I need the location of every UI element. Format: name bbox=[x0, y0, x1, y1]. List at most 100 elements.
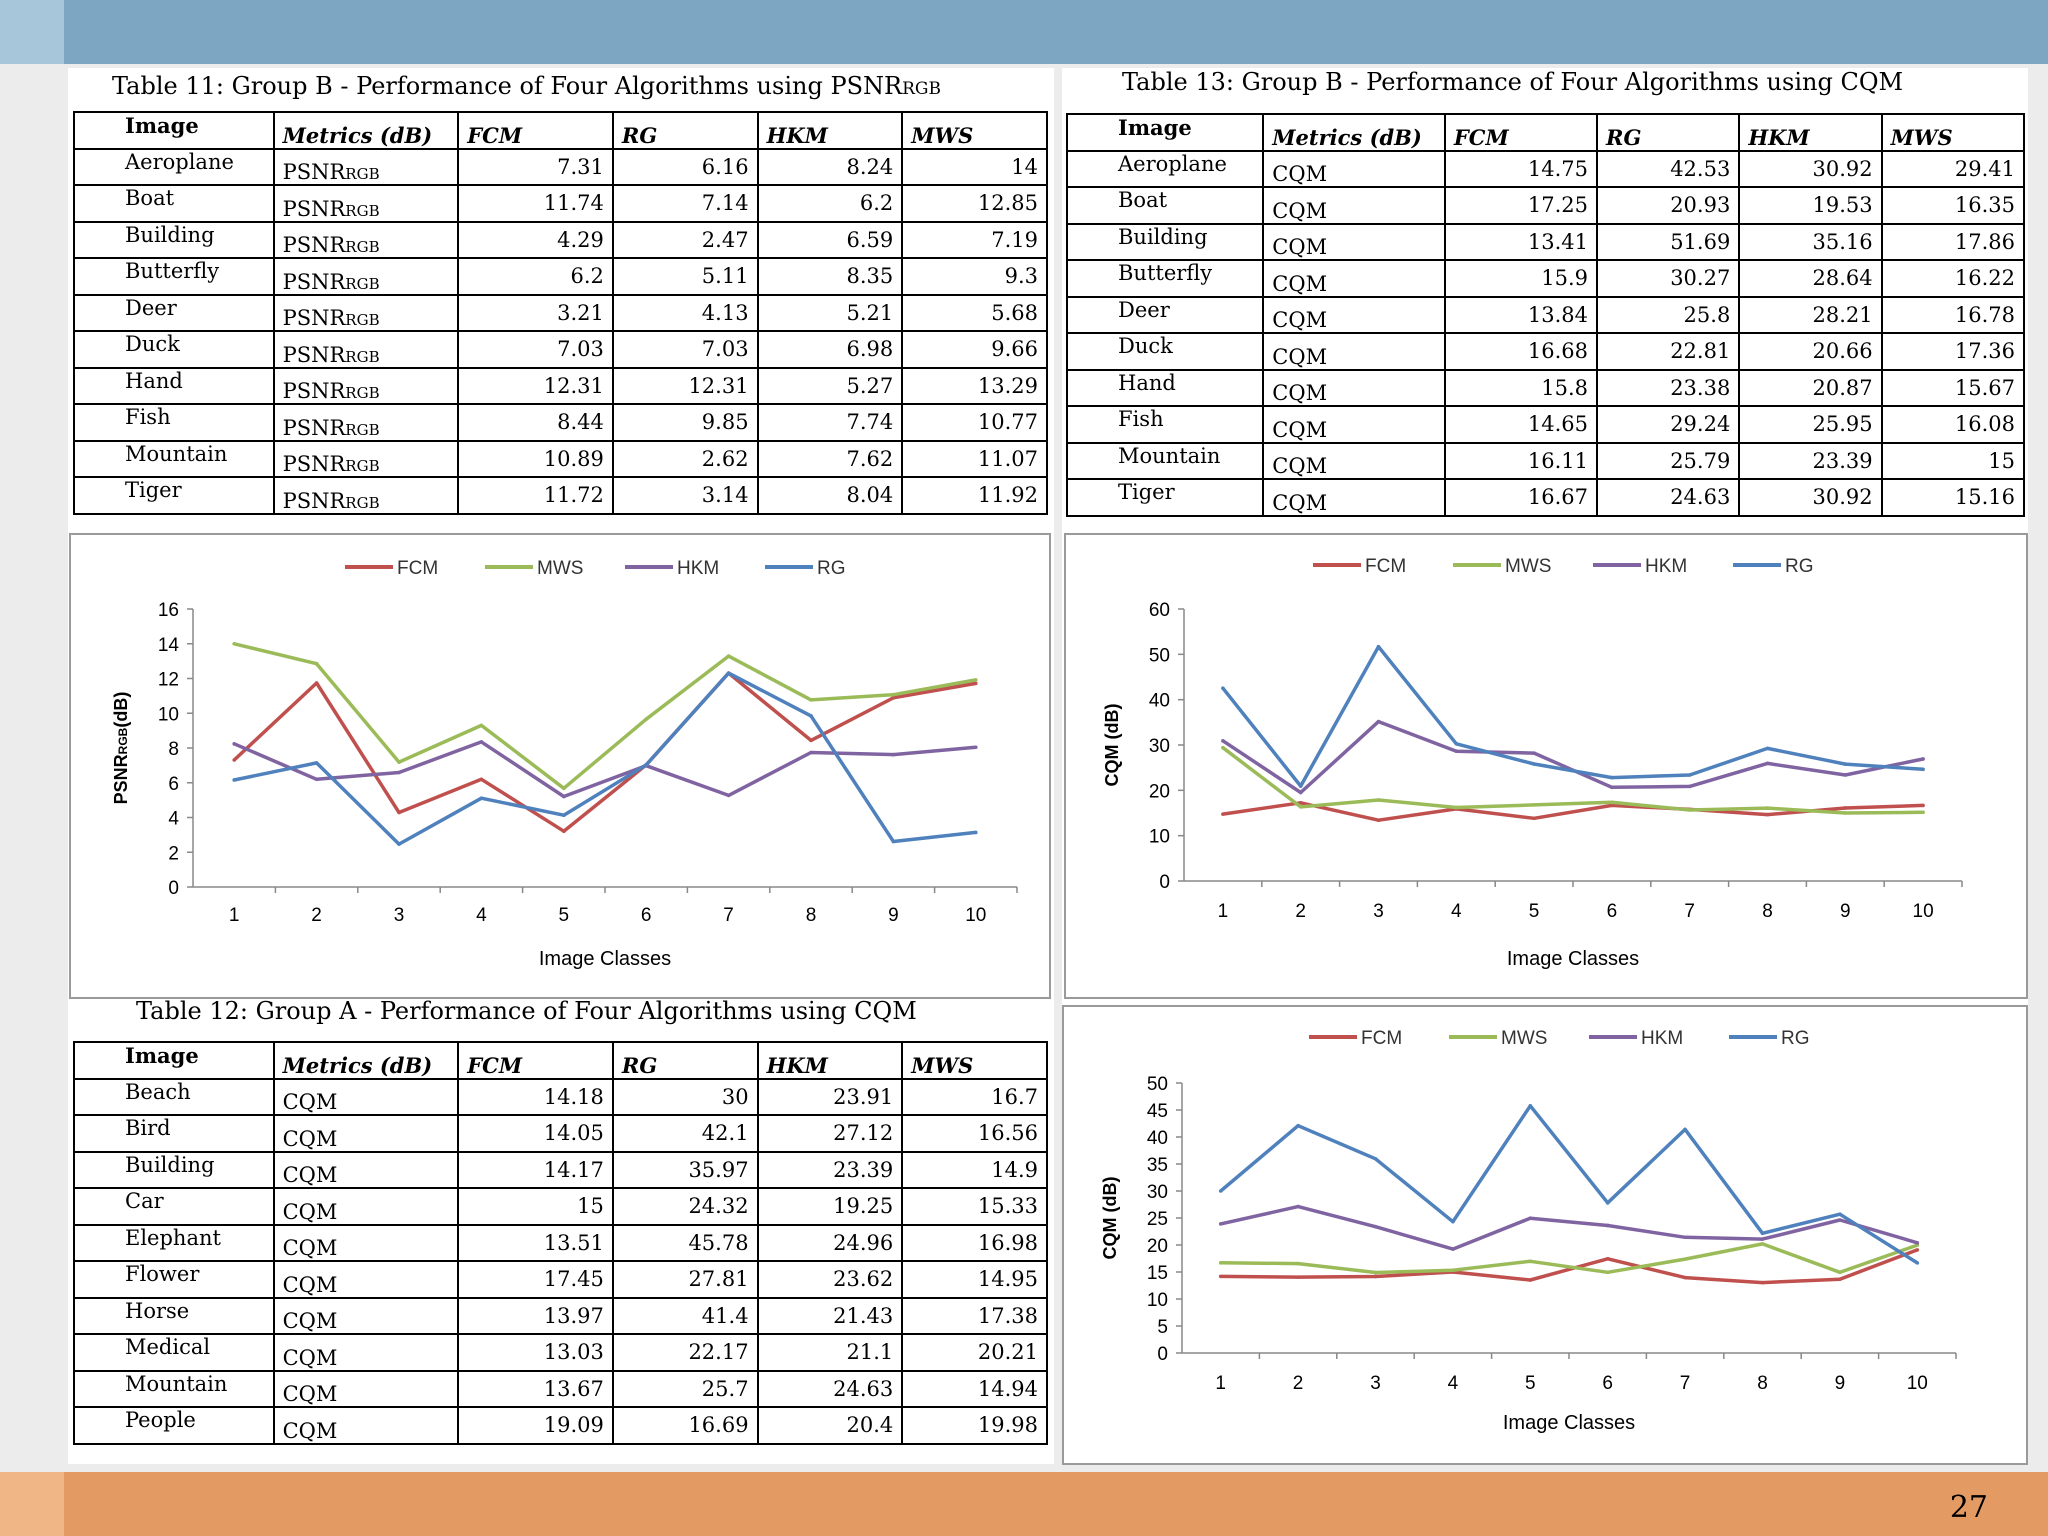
y-axis-title: CQM (dB) bbox=[1100, 1177, 1120, 1260]
value-cell: 2.62 bbox=[611, 439, 759, 478]
x-tick-label: 5 bbox=[1529, 901, 1540, 922]
value-cell: 13.41 bbox=[1443, 222, 1599, 261]
x-tick-label: 10 bbox=[1907, 1373, 1928, 1394]
page-number: 27 bbox=[1949, 1490, 1988, 1525]
value-cell: 16.67 bbox=[1443, 478, 1599, 517]
data-point-mws bbox=[1921, 810, 1925, 815]
value-cell: 7.62 bbox=[756, 439, 904, 478]
value-cell: 14.95 bbox=[901, 1260, 1048, 1299]
value-cell: 25.79 bbox=[1595, 441, 1741, 480]
data-point-mws bbox=[1376, 798, 1381, 802]
x-tick-label: 7 bbox=[1684, 901, 1695, 922]
value-cell: 6.2 bbox=[457, 257, 614, 296]
data-point-rg bbox=[1838, 1212, 1842, 1217]
y-tick-label: 15 bbox=[1147, 1263, 1168, 1284]
image-name-cell: Deer bbox=[1065, 295, 1265, 334]
value-cell: 22.17 bbox=[611, 1333, 759, 1372]
data-point-rg bbox=[562, 813, 566, 818]
image-name-cell: Building bbox=[1065, 222, 1265, 261]
data-point-rg bbox=[1451, 1219, 1455, 1224]
metric-cell: PSNRRGB bbox=[272, 439, 460, 478]
legend-label: FCM bbox=[397, 558, 438, 579]
metric-cell: PSNRRGB bbox=[272, 147, 460, 186]
data-point-mws bbox=[1451, 1268, 1455, 1273]
y-tick-label: 25 bbox=[1147, 1209, 1168, 1230]
image-name-cell: Hand bbox=[1065, 368, 1265, 407]
value-cell: 21.43 bbox=[756, 1296, 904, 1335]
data-point-hkm bbox=[891, 752, 896, 757]
value-cell: 15.16 bbox=[1880, 478, 2026, 517]
data-point-fcm bbox=[1218, 1274, 1223, 1279]
data-point-mws bbox=[1454, 805, 1459, 810]
value-cell: 11.92 bbox=[901, 476, 1048, 515]
value-cell: 14 bbox=[901, 147, 1048, 186]
value-cell: 13.84 bbox=[1443, 295, 1599, 334]
data-point-fcm bbox=[1532, 816, 1536, 821]
value-cell: 45.78 bbox=[611, 1223, 759, 1262]
data-point-fcm bbox=[1296, 1275, 1300, 1279]
y-tick-label: 45 bbox=[1147, 1101, 1168, 1122]
data-point-fcm bbox=[1921, 803, 1925, 808]
value-cell: 13.51 bbox=[457, 1223, 614, 1262]
image-name-cell: Duck bbox=[1065, 332, 1265, 371]
column-header: Metrics (dB) bbox=[272, 111, 460, 150]
image-name-cell: Mountain bbox=[73, 439, 275, 478]
caption-text: Table 12: Group A - Performance of Four … bbox=[136, 997, 917, 1025]
value-cell: 4.29 bbox=[457, 220, 614, 259]
x-tick-label: 1 bbox=[229, 905, 240, 926]
image-name-cell: Building bbox=[73, 1150, 275, 1189]
data-point-mws bbox=[644, 717, 648, 721]
table-row: Boat PSNRRGB 11.74 7.14 6.2 12.85 bbox=[73, 184, 1048, 223]
value-cell: 42.53 bbox=[1595, 149, 1741, 188]
image-name-cell: Beach bbox=[73, 1077, 275, 1116]
x-tick-label: 4 bbox=[476, 905, 487, 926]
value-cell: 51.69 bbox=[1595, 222, 1741, 261]
column-header: HKM bbox=[1738, 113, 1883, 152]
value-cell: 17.25 bbox=[1443, 186, 1599, 225]
legend-label: MWS bbox=[537, 558, 583, 579]
y-tick-label: 16 bbox=[158, 600, 179, 621]
chart-cqm-group-b: 0 10 20 30 40 50 60 1 2 3 4 5 6 7 8 9 10 Image Classes CQM… bbox=[1064, 533, 2028, 999]
metric-cell: CQM bbox=[272, 1114, 460, 1153]
data-point-fcm bbox=[1683, 1275, 1687, 1280]
x-tick-label: 6 bbox=[1602, 1373, 1613, 1394]
value-cell: 25.7 bbox=[611, 1369, 759, 1408]
data-point-mws bbox=[1610, 800, 1614, 805]
image-name-cell: Building bbox=[73, 220, 275, 259]
x-tick-label: 4 bbox=[1448, 1373, 1459, 1394]
table-header-row: Image Metrics (dB) FCM RG HKM MWS bbox=[1065, 113, 2026, 152]
x-tick-label: 8 bbox=[1762, 901, 1773, 922]
value-cell: 41.4 bbox=[611, 1296, 759, 1335]
data-point-hkm bbox=[397, 770, 401, 775]
table-row: Flower CQM 17.45 27.81 23.62 14.95 bbox=[73, 1260, 1048, 1299]
value-cell: 23.38 bbox=[1595, 368, 1741, 407]
image-name-cell: People bbox=[73, 1406, 275, 1445]
data-point-rg bbox=[1921, 767, 1925, 772]
image-name-cell: Boat bbox=[1065, 186, 1265, 225]
table-row: Mountain CQM 16.11 25.79 23.39 15 bbox=[1065, 441, 2026, 480]
table-row: Fish PSNRRGB 8.44 9.85 7.74 10.77 bbox=[73, 403, 1048, 442]
data-point-rg bbox=[1221, 686, 1225, 690]
value-cell: 30.27 bbox=[1595, 259, 1741, 298]
slide-header-bar bbox=[0, 0, 2048, 64]
table-row: Duck CQM 16.68 22.81 20.66 17.36 bbox=[1065, 332, 2026, 371]
metric-cell: CQM bbox=[272, 1406, 460, 1445]
value-cell: 17.86 bbox=[1880, 222, 2026, 261]
metric-cell: CQM bbox=[1262, 149, 1446, 188]
value-cell: 12.31 bbox=[611, 366, 759, 405]
chart-cqm-group-b-svg: 0 10 20 30 40 50 60 1 2 3 4 5 6 7 8 9 10 Image Classes CQM… bbox=[1102, 556, 1963, 970]
x-tick-label: 2 bbox=[311, 905, 322, 926]
x-tick-label: 5 bbox=[1525, 1373, 1536, 1394]
value-cell: 20.4 bbox=[756, 1406, 904, 1445]
value-cell: 16.7 bbox=[901, 1077, 1048, 1116]
value-cell: 11.07 bbox=[901, 439, 1048, 478]
table-row: Mountain CQM 13.67 25.7 24.63 14.94 bbox=[73, 1369, 1048, 1408]
data-point-hkm bbox=[562, 794, 566, 799]
metric-cell: CQM bbox=[1262, 186, 1446, 225]
series-line-fcm bbox=[233, 671, 977, 833]
data-point-mws bbox=[1298, 805, 1303, 809]
value-cell: 8.35 bbox=[756, 257, 904, 296]
data-point-mws bbox=[397, 760, 401, 764]
data-point-mws bbox=[1838, 1270, 1842, 1275]
value-cell: 15 bbox=[457, 1187, 614, 1226]
